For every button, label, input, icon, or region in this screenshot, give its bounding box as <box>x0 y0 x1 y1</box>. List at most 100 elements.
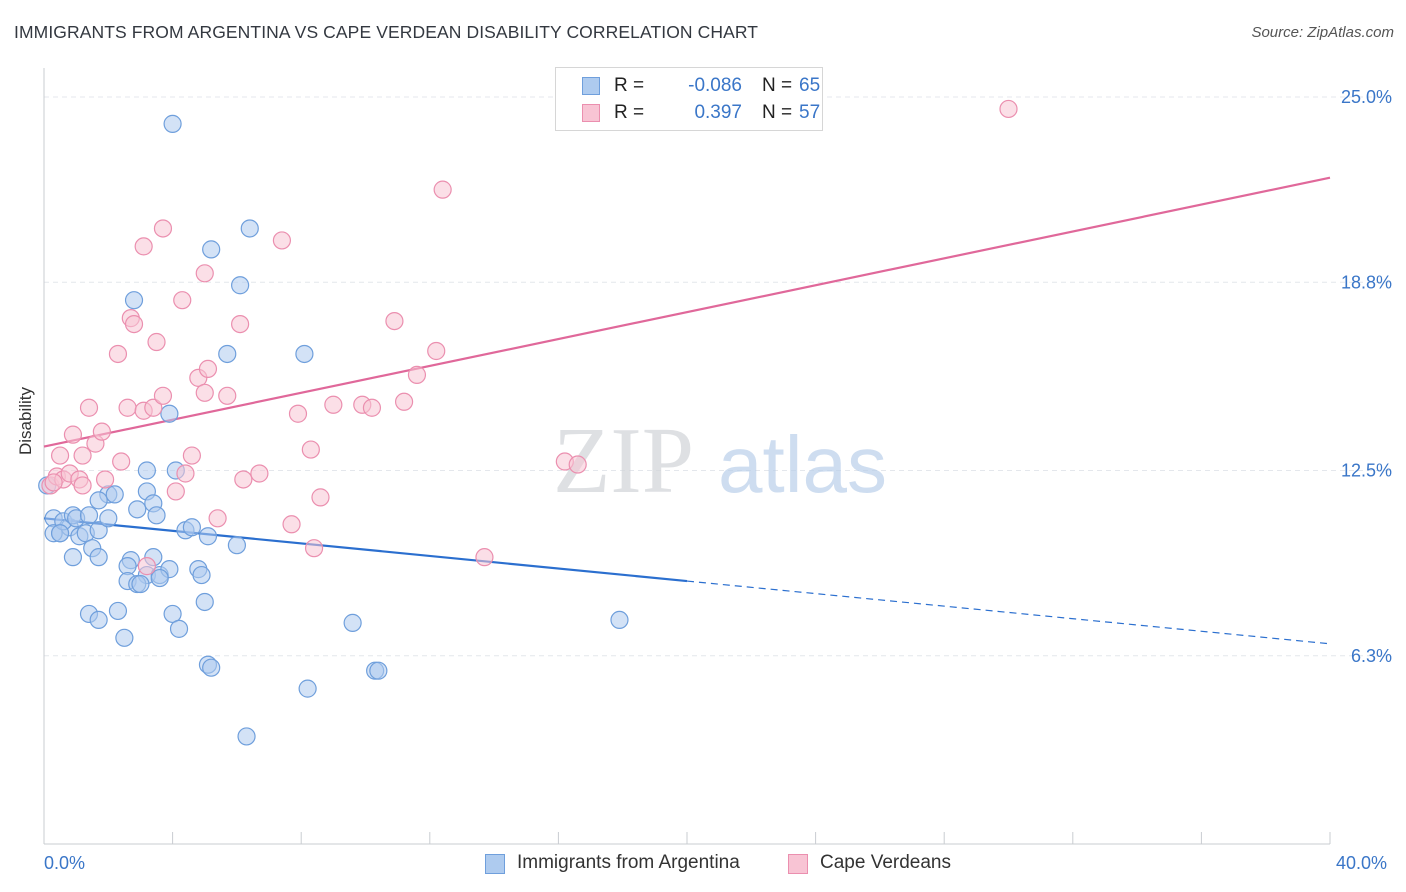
x-tick-label-min: 0.0% <box>44 853 86 873</box>
point-cape-verdean <box>118 398 137 417</box>
legend-swatch-blue <box>582 77 600 95</box>
point-cape-verdean <box>311 488 330 507</box>
trend-line-argentina <box>43 517 688 583</box>
legend-swatch-pink <box>582 104 600 122</box>
point-cape-verdean <box>137 557 156 576</box>
point-argentina <box>227 536 246 555</box>
watermark: ZIP atlas <box>553 409 887 513</box>
gridlines <box>44 96 1392 657</box>
legend-n-label: N = <box>762 102 793 123</box>
point-cape-verdean <box>218 386 237 405</box>
point-cape-verdean <box>475 548 494 567</box>
point-argentina <box>298 679 317 698</box>
legend-n-value: 65 <box>799 75 821 96</box>
point-argentina <box>610 610 629 630</box>
point-argentina <box>89 491 108 510</box>
point-cape-verdean <box>50 446 70 465</box>
point-argentina <box>231 276 250 295</box>
point-argentina <box>108 601 128 621</box>
watermark-atlas: atlas <box>718 420 887 509</box>
legend-n-value: 57 <box>799 102 821 123</box>
point-cape-verdean <box>73 476 92 495</box>
point-argentina <box>147 506 166 525</box>
y-axis-label: Disability <box>16 386 35 455</box>
legend-swatch-blue <box>485 854 505 874</box>
point-cape-verdean <box>124 314 144 334</box>
point-argentina <box>195 592 214 612</box>
legend-swatch-pink <box>788 854 808 874</box>
data-points <box>38 99 1018 746</box>
point-argentina <box>202 240 221 259</box>
point-cape-verdean <box>176 464 195 483</box>
point-cape-verdean <box>173 291 192 310</box>
point-cape-verdean <box>198 359 218 379</box>
chart-title: IMMIGRANTS FROM ARGENTINA VS CAPE VERDEA… <box>14 22 759 42</box>
point-argentina <box>105 485 124 504</box>
point-argentina <box>237 727 256 746</box>
point-cape-verdean <box>407 365 427 384</box>
point-cape-verdean <box>208 509 227 528</box>
point-cape-verdean <box>182 446 201 465</box>
point-cape-verdean <box>153 386 173 405</box>
legend-n-label: N = <box>762 75 793 96</box>
legend-r-value: 0.397 <box>694 102 742 123</box>
correlation-legend: R = -0.086 N = 65 R = 0.397 N = 57 <box>555 67 823 131</box>
point-argentina <box>295 344 314 364</box>
point-argentina <box>89 521 108 540</box>
point-cape-verdean <box>134 237 153 256</box>
trend-line-argentina-extension <box>686 580 1331 645</box>
legend-label-argentina: Immigrants from Argentina <box>517 852 740 873</box>
point-argentina <box>150 568 169 588</box>
point-cape-verdean <box>108 344 128 364</box>
legend-r-label: R = <box>614 75 645 96</box>
point-cape-verdean <box>272 231 292 250</box>
point-cape-verdean <box>195 264 214 283</box>
point-argentina <box>218 344 237 364</box>
point-cape-verdean <box>394 392 414 411</box>
y-tick-label: 18.8% <box>1341 272 1392 292</box>
point-argentina <box>124 291 144 310</box>
legend-r-value: -0.086 <box>688 75 742 96</box>
point-cape-verdean <box>385 312 404 331</box>
trend-line-cape-verdean <box>43 176 1331 448</box>
point-cape-verdean <box>231 314 250 334</box>
legend-r-label: R = <box>614 102 645 123</box>
point-argentina <box>240 219 259 238</box>
point-cape-verdean <box>999 99 1018 119</box>
point-argentina <box>160 404 179 423</box>
point-cape-verdean <box>112 452 131 471</box>
point-argentina <box>115 628 134 647</box>
point-argentina <box>182 518 201 537</box>
point-cape-verdean <box>95 470 115 489</box>
point-cape-verdean <box>250 464 269 483</box>
point-cape-verdean <box>234 470 253 489</box>
point-argentina <box>79 506 99 525</box>
point-argentina <box>89 548 108 567</box>
y-tick-label: 25.0% <box>1341 87 1392 107</box>
axes <box>43 68 1331 845</box>
point-argentina <box>202 658 221 677</box>
point-cape-verdean <box>282 515 301 534</box>
point-cape-verdean <box>427 341 446 361</box>
point-cape-verdean <box>166 482 185 501</box>
y-tick-label: 6.3% <box>1351 646 1392 666</box>
point-argentina <box>137 461 156 480</box>
point-argentina <box>131 574 150 594</box>
point-cape-verdean <box>324 395 343 414</box>
point-argentina <box>128 500 147 519</box>
point-argentina <box>99 509 118 528</box>
point-argentina <box>169 619 189 638</box>
point-cape-verdean <box>44 473 63 492</box>
point-cape-verdean <box>153 219 173 238</box>
point-argentina <box>369 661 388 680</box>
point-argentina <box>50 524 70 543</box>
point-argentina <box>198 527 218 546</box>
point-cape-verdean <box>301 440 320 459</box>
point-argentina <box>163 114 182 133</box>
legend-label-cape-verdeans: Cape Verdeans <box>820 852 951 873</box>
point-cape-verdean <box>362 398 382 417</box>
point-cape-verdean <box>304 539 324 558</box>
y-tick-label: 12.5% <box>1341 461 1392 481</box>
point-cape-verdean <box>79 398 99 417</box>
